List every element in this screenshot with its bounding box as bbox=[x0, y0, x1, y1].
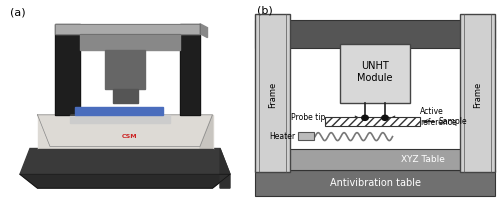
Text: Frame: Frame bbox=[268, 82, 277, 108]
Polygon shape bbox=[20, 148, 230, 174]
Bar bbox=[255, 20, 495, 48]
Polygon shape bbox=[80, 34, 180, 50]
Text: UNHT
Module: UNHT Module bbox=[357, 61, 393, 83]
Polygon shape bbox=[180, 24, 200, 115]
Polygon shape bbox=[20, 174, 230, 188]
Polygon shape bbox=[75, 107, 162, 115]
Bar bbox=[288, 148, 463, 170]
Bar bbox=[340, 44, 410, 103]
Polygon shape bbox=[70, 115, 170, 123]
Text: (b): (b) bbox=[258, 6, 273, 16]
Circle shape bbox=[362, 115, 368, 120]
Text: (a): (a) bbox=[10, 8, 26, 18]
Bar bbox=[298, 132, 314, 140]
Polygon shape bbox=[38, 115, 212, 148]
Text: Active
reference: Active reference bbox=[420, 107, 457, 127]
Text: Sample: Sample bbox=[439, 117, 468, 126]
Polygon shape bbox=[105, 50, 145, 89]
Polygon shape bbox=[55, 24, 200, 34]
Polygon shape bbox=[55, 24, 80, 115]
Polygon shape bbox=[200, 24, 207, 38]
Polygon shape bbox=[220, 148, 230, 188]
Bar bbox=[325, 117, 420, 126]
Polygon shape bbox=[38, 115, 212, 147]
Text: Frame: Frame bbox=[473, 82, 482, 108]
Bar bbox=[255, 14, 290, 172]
Text: Antivibration table: Antivibration table bbox=[330, 178, 420, 188]
Polygon shape bbox=[112, 89, 138, 103]
Bar bbox=[255, 170, 495, 196]
Text: Probe tip: Probe tip bbox=[290, 113, 325, 122]
Text: CSM: CSM bbox=[122, 134, 138, 139]
Text: XYZ Table: XYZ Table bbox=[401, 155, 445, 164]
Circle shape bbox=[382, 115, 388, 120]
Polygon shape bbox=[38, 148, 212, 154]
Bar bbox=[460, 14, 495, 172]
Text: Heater: Heater bbox=[269, 132, 295, 141]
Polygon shape bbox=[200, 115, 212, 148]
